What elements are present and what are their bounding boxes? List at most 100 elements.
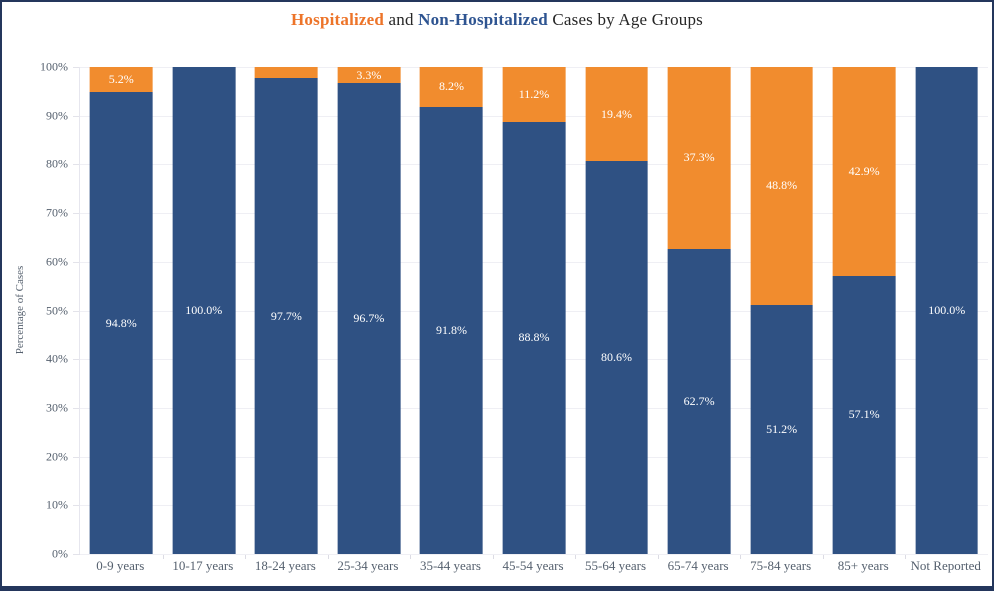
x-boundary-tick <box>657 555 659 559</box>
stacked-bar: 62.7% 37.3% <box>667 67 731 554</box>
x-tick-label: 55-64 years <box>585 558 647 573</box>
bar-segment-non_hospitalized[interactable]: 97.7% <box>254 78 318 554</box>
stacked-bar: 57.1% 42.9% <box>832 67 896 554</box>
y-tick-label: 20% <box>46 449 68 464</box>
bar-segment-hospitalized[interactable] <box>254 67 318 79</box>
stacked-bar: 80.6% 19.4% <box>585 67 648 554</box>
bar-group: 62.7% 37.3% <box>658 67 741 554</box>
y-tick <box>73 554 79 555</box>
stacked-bar: 97.7% <box>254 67 318 554</box>
bar-value-label: 91.8% <box>435 322 467 337</box>
bar-segment-non_hospitalized[interactable]: 96.7% <box>337 83 401 554</box>
bar-segment-non_hospitalized[interactable]: 100.0% <box>172 67 236 554</box>
x-tick-label: 25-34 years <box>337 558 399 573</box>
bar-value-label: 97.7% <box>270 308 302 323</box>
bar-group: 57.1% 42.9% <box>823 67 906 554</box>
bar-value-label: 96.7% <box>353 311 385 326</box>
bar-segment-hospitalized[interactable]: 5.2% <box>89 67 153 93</box>
y-tick <box>73 505 79 507</box>
title-rest-text: Cases by Age Groups <box>547 10 703 29</box>
y-tick-label: 90% <box>46 108 68 123</box>
x-tick-label: 85+ years <box>837 558 889 573</box>
x-tick-label: 18-24 years <box>254 558 316 573</box>
bar-value-label: 100.0% <box>185 303 223 317</box>
x-boundary-tick <box>740 555 742 559</box>
bar-value-label: 11.2% <box>518 86 550 101</box>
bar-value-label: 94.8% <box>105 315 137 330</box>
y-tick <box>73 164 79 166</box>
y-axis: 0% 10% 20% 30% 40% 50% 60% 70% 80% 90% 100% <box>2 60 74 561</box>
bar-segment-hospitalized[interactable]: 37.3% <box>667 67 731 249</box>
bar-segment-non_hospitalized[interactable]: 51.2% <box>750 304 814 554</box>
y-tick-label: 70% <box>46 205 68 220</box>
stacked-bar: 91.8% 8.2% <box>420 67 483 554</box>
y-tick <box>73 115 79 117</box>
bar-group: 51.2% 48.8% <box>740 67 823 554</box>
y-tick <box>73 407 79 409</box>
bar-value-label: 3.3% <box>356 67 382 82</box>
bar-value-label: 42.9% <box>848 163 880 178</box>
y-tick-label: 40% <box>46 351 68 366</box>
x-boundary-tick <box>575 555 577 559</box>
bar-value-label: 62.7% <box>683 393 715 408</box>
y-tick <box>73 310 79 312</box>
x-tick-label: 35-44 years <box>419 558 481 573</box>
bars-layer: 94.8% 5.2% 100.0% 97.7% 96.7% 3.3% 91.8% 8.2% 88… <box>80 67 988 554</box>
y-tick-label: 100% <box>40 59 68 74</box>
gridline <box>80 554 988 555</box>
bar-group: 97.7% <box>245 67 328 554</box>
bar-segment-hospitalized[interactable]: 48.8% <box>750 67 814 305</box>
y-tick <box>73 213 79 215</box>
bar-segment-hospitalized[interactable]: 19.4% <box>585 67 648 162</box>
x-boundary-tick <box>162 555 164 559</box>
stacked-bar: 94.8% 5.2% <box>89 67 153 554</box>
stacked-bar: 100.0% <box>172 67 236 554</box>
x-tick-label: 65-74 years <box>667 558 729 573</box>
x-tick-label: 75-84 years <box>750 558 812 573</box>
y-tick <box>73 456 79 458</box>
bar-value-label: 80.6% <box>601 350 633 365</box>
bar-segment-hospitalized[interactable]: 3.3% <box>337 67 401 84</box>
bar-value-label: 100.0% <box>928 303 966 317</box>
x-tick-label: 10-17 years <box>172 558 234 573</box>
stacked-bar: 100.0% <box>915 67 979 554</box>
bar-segment-non_hospitalized[interactable]: 80.6% <box>585 161 648 554</box>
bar-group: 91.8% 8.2% <box>410 67 493 554</box>
chart-title: Hospitalized and Non-Hospitalized Cases … <box>2 10 992 30</box>
x-boundary-tick <box>492 555 494 559</box>
bar-segment-non_hospitalized[interactable]: 88.8% <box>502 121 566 554</box>
x-tick-label: 0-9 years <box>96 558 145 573</box>
bar-group: 80.6% 19.4% <box>575 67 658 554</box>
stacked-bar: 51.2% 48.8% <box>750 67 814 554</box>
x-boundary-tick <box>410 555 412 559</box>
y-tick <box>73 359 79 361</box>
title-hospitalized-text: Hospitalized <box>291 10 385 29</box>
y-tick-label: 30% <box>46 400 68 415</box>
bar-segment-non_hospitalized[interactable]: 62.7% <box>667 248 731 554</box>
y-tick <box>73 261 79 263</box>
y-tick-label: 60% <box>46 254 68 269</box>
bar-segment-hospitalized[interactable]: 11.2% <box>502 67 566 122</box>
x-boundary-tick <box>822 555 824 559</box>
x-boundary-tick <box>327 555 329 559</box>
bar-segment-hospitalized[interactable]: 8.2% <box>420 67 483 107</box>
bar-value-label: 51.2% <box>766 421 798 436</box>
bar-group: 94.8% 5.2% <box>80 67 163 554</box>
bar-segment-hospitalized[interactable]: 42.9% <box>832 67 896 276</box>
bar-value-label: 8.2% <box>438 79 464 94</box>
bar-value-label: 88.8% <box>518 330 550 345</box>
bar-group: 88.8% 11.2% <box>493 67 576 554</box>
x-tick-label: 45-54 years <box>502 558 564 573</box>
x-axis: 0-9 years 10-17 years 18-24 years 25-34 yea… <box>79 558 987 574</box>
y-tick-label: 0% <box>52 546 68 561</box>
stacked-bar: 96.7% 3.3% <box>337 67 401 554</box>
y-tick-label: 10% <box>46 497 68 512</box>
bar-value-label: 5.2% <box>108 72 134 87</box>
bar-segment-non_hospitalized[interactable]: 57.1% <box>832 275 896 554</box>
bar-value-label: 37.3% <box>683 150 715 165</box>
bar-segment-non_hospitalized[interactable]: 94.8% <box>89 92 153 554</box>
bar-segment-non_hospitalized[interactable]: 100.0% <box>915 67 979 554</box>
x-boundary-tick <box>905 555 907 559</box>
bar-segment-non_hospitalized[interactable]: 91.8% <box>420 106 483 554</box>
